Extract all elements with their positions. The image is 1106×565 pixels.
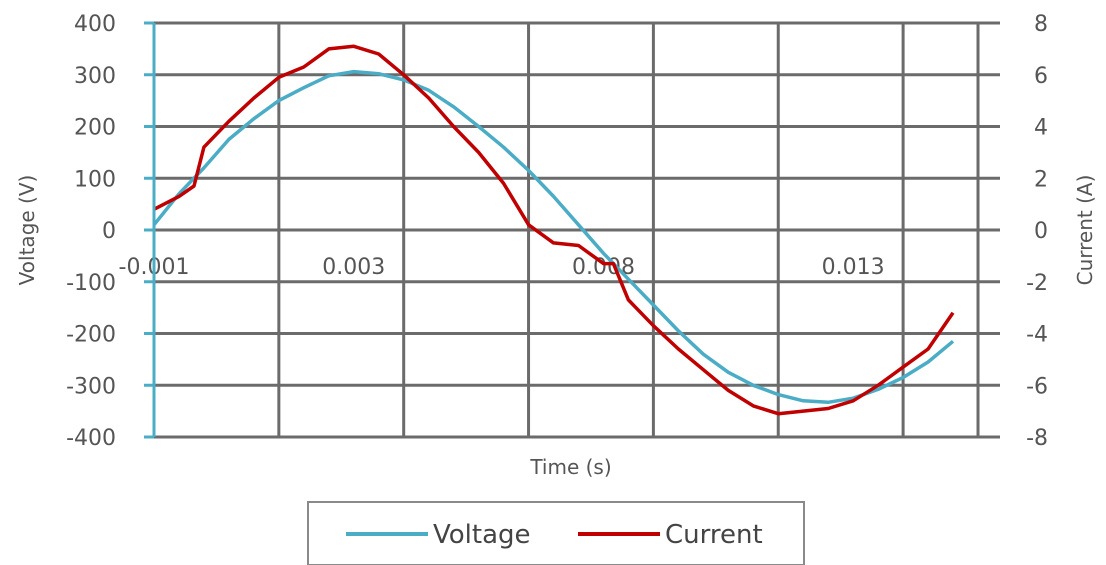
series-layer — [152, 44, 955, 416]
right-tick-label: 8 — [1034, 12, 1048, 37]
right-tick-label: 4 — [1034, 116, 1048, 141]
x-axis-title: Time (s) — [529, 455, 611, 479]
right-axis-ticks: -8 -6 -4 -2 0 2 4 6 8 — [1026, 12, 1048, 451]
left-tick-label: 0 — [102, 219, 116, 244]
right-tick-label: -8 — [1026, 426, 1048, 451]
left-tick-label: 400 — [74, 12, 116, 37]
x-tick-label: 0.003 — [322, 255, 385, 280]
left-tick-label: -300 — [66, 374, 116, 399]
left-axis-ticks: -400 -300 -200 -100 0 100 200 300 400 — [66, 12, 154, 451]
right-tick-label: 0 — [1034, 219, 1048, 244]
right-tick-label: -6 — [1026, 374, 1048, 399]
x-tick-label: 0.013 — [822, 255, 885, 280]
right-tick-label: 6 — [1034, 64, 1048, 89]
x-axis-ticks: -0.001 0.003 0.008 0.013 — [119, 255, 885, 280]
left-tick-label: 200 — [74, 116, 116, 141]
right-axis-title: Current (A) — [1073, 175, 1097, 286]
right-tick-label: -4 — [1026, 323, 1048, 348]
left-tick-label: -200 — [66, 323, 116, 348]
right-tick-label: -2 — [1026, 271, 1048, 296]
left-tick-label: -400 — [66, 426, 116, 451]
series-line-current — [153, 44, 955, 416]
right-tick-label: 2 — [1034, 167, 1048, 192]
series-line-voltage — [152, 69, 955, 405]
legend-label-current: Current — [665, 520, 763, 550]
left-tick-label: 100 — [74, 167, 116, 192]
left-tick-label: 300 — [74, 64, 116, 89]
legend-label-voltage: Voltage — [433, 520, 531, 550]
grid — [152, 21, 1000, 439]
left-axis-title: Voltage (V) — [15, 175, 39, 286]
legend: Voltage Current — [307, 501, 805, 565]
left-tick-label: -100 — [66, 271, 116, 296]
